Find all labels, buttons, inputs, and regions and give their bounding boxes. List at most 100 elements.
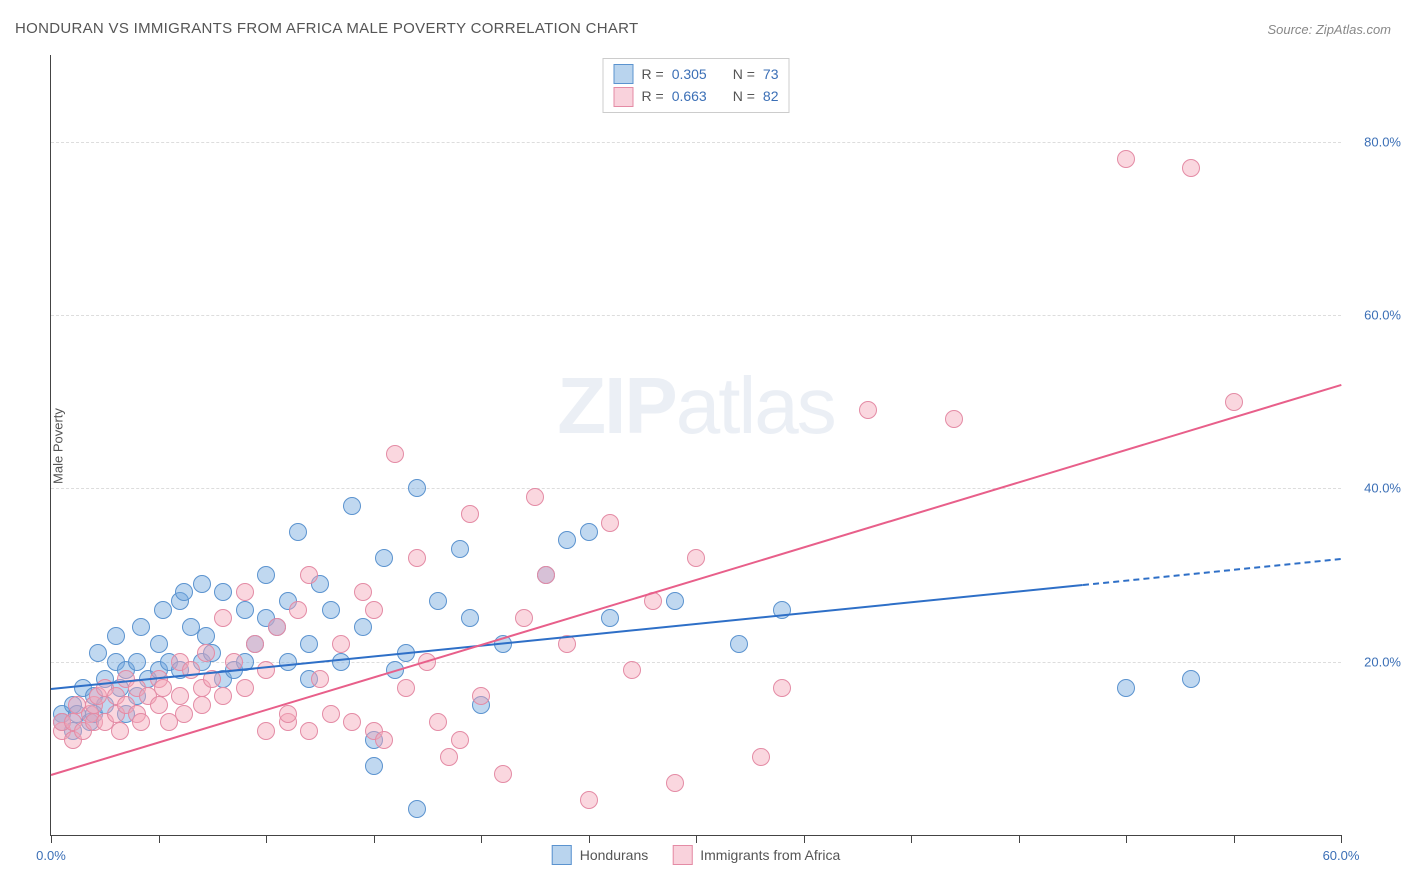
data-point <box>246 635 264 653</box>
x-tick <box>1341 835 1342 843</box>
data-point <box>311 670 329 688</box>
legend-n-value: 73 <box>763 63 779 85</box>
x-tick <box>481 835 482 843</box>
legend-swatch <box>552 845 572 865</box>
data-point <box>429 713 447 731</box>
data-point <box>515 609 533 627</box>
data-point <box>408 549 426 567</box>
data-point <box>289 523 307 541</box>
data-point <box>182 661 200 679</box>
data-point <box>354 618 372 636</box>
legend-row: R =0.305N =73 <box>614 63 779 85</box>
x-tick <box>266 835 267 843</box>
data-point <box>150 696 168 714</box>
gridline-h <box>51 488 1341 489</box>
legend-item: Immigrants from Africa <box>672 845 840 865</box>
gridline-h <box>51 142 1341 143</box>
data-point <box>687 549 705 567</box>
legend-series: Hondurans Immigrants from Africa <box>552 845 841 865</box>
legend-n-value: 82 <box>763 85 779 107</box>
data-point <box>197 627 215 645</box>
data-point <box>107 627 125 645</box>
data-point <box>945 410 963 428</box>
data-point <box>1117 679 1135 697</box>
watermark-bold: ZIP <box>557 361 675 450</box>
data-point <box>132 713 150 731</box>
trend-line <box>1083 558 1341 586</box>
chart-title: HONDURAN VS IMMIGRANTS FROM AFRICA MALE … <box>15 20 638 37</box>
data-point <box>375 731 393 749</box>
data-point <box>193 575 211 593</box>
data-point <box>154 601 172 619</box>
data-point <box>601 514 619 532</box>
data-point <box>1182 670 1200 688</box>
x-tick <box>804 835 805 843</box>
data-point <box>257 661 275 679</box>
data-point <box>580 791 598 809</box>
data-point <box>558 531 576 549</box>
data-point <box>526 488 544 506</box>
data-point <box>150 635 168 653</box>
legend-correlation: R =0.305N =73R =0.663N =82 <box>603 58 790 113</box>
data-point <box>472 687 490 705</box>
x-tick <box>159 835 160 843</box>
x-tick <box>1234 835 1235 843</box>
legend-label: Hondurans <box>580 847 649 863</box>
data-point <box>175 705 193 723</box>
data-point <box>322 601 340 619</box>
data-point <box>623 661 641 679</box>
data-point <box>236 583 254 601</box>
data-point <box>461 609 479 627</box>
gridline-h <box>51 315 1341 316</box>
data-point <box>397 679 415 697</box>
watermark-light: atlas <box>676 361 835 450</box>
data-point <box>236 679 254 697</box>
x-tick <box>1019 835 1020 843</box>
data-point <box>171 687 189 705</box>
data-point <box>601 609 619 627</box>
data-point <box>666 774 684 792</box>
trend-line <box>51 384 1342 776</box>
legend-swatch <box>672 845 692 865</box>
y-tick-label: 60.0% <box>1364 308 1401 323</box>
data-point <box>289 601 307 619</box>
data-point <box>332 653 350 671</box>
data-point <box>666 592 684 610</box>
data-point <box>752 748 770 766</box>
legend-swatch <box>614 64 634 84</box>
y-tick-label: 80.0% <box>1364 134 1401 149</box>
data-point <box>268 618 286 636</box>
data-point <box>354 583 372 601</box>
data-point <box>429 592 447 610</box>
legend-label: Immigrants from Africa <box>700 847 840 863</box>
data-point <box>1117 150 1135 168</box>
data-point <box>300 566 318 584</box>
x-tick <box>696 835 697 843</box>
data-point <box>375 549 393 567</box>
legend-item: Hondurans <box>552 845 649 865</box>
legend-r-label: R = <box>642 85 664 107</box>
data-point <box>365 757 383 775</box>
data-point <box>128 653 146 671</box>
data-point <box>89 644 107 662</box>
data-point <box>154 679 172 697</box>
data-point <box>451 540 469 558</box>
data-point <box>236 601 254 619</box>
data-point <box>1225 393 1243 411</box>
data-point <box>580 523 598 541</box>
legend-n-label: N = <box>733 85 755 107</box>
data-point <box>175 583 193 601</box>
x-tick <box>911 835 912 843</box>
data-point <box>279 653 297 671</box>
data-point <box>279 705 297 723</box>
data-point <box>730 635 748 653</box>
data-point <box>440 748 458 766</box>
y-tick-label: 40.0% <box>1364 481 1401 496</box>
y-tick-label: 20.0% <box>1364 654 1401 669</box>
data-point <box>332 635 350 653</box>
legend-r-label: R = <box>642 63 664 85</box>
data-point <box>132 618 150 636</box>
data-point <box>343 713 361 731</box>
data-point <box>197 644 215 662</box>
legend-r-value: 0.305 <box>672 63 707 85</box>
